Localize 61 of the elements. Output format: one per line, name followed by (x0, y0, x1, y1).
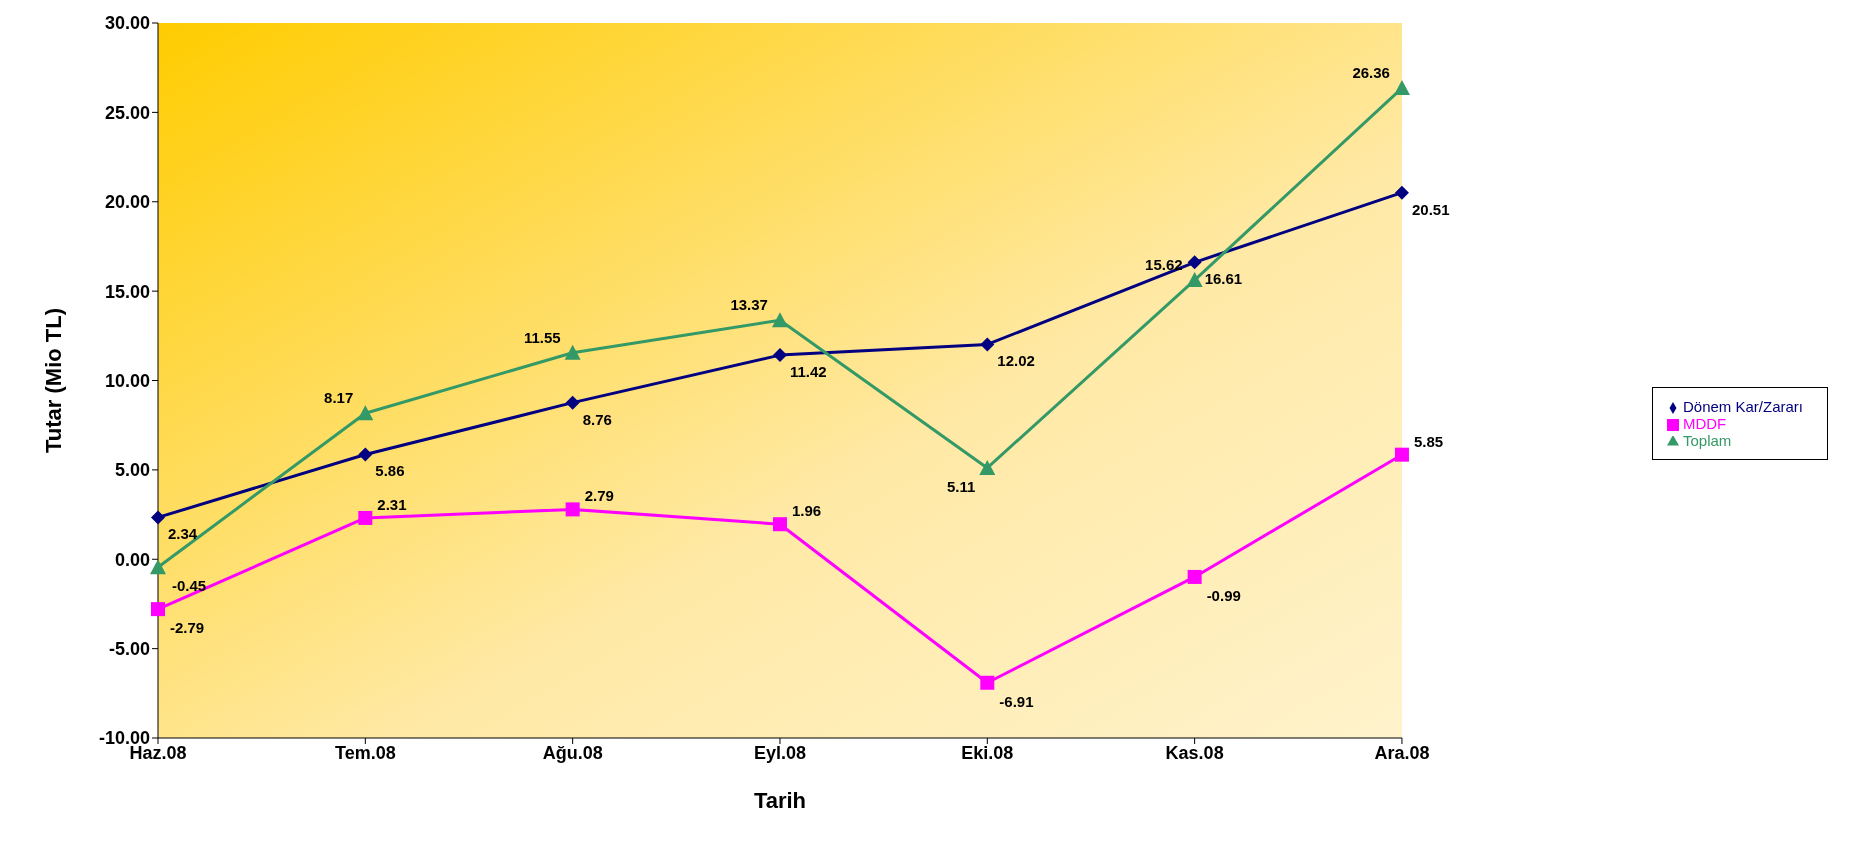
point (151, 510, 165, 525)
y-tick-label: 20.00 (104, 192, 150, 213)
point (1394, 185, 1409, 200)
data-label: 8.17 (324, 389, 354, 407)
point (358, 447, 373, 462)
x-tick-label: Tem.08 (334, 742, 396, 763)
point (1394, 447, 1409, 462)
data-label: 8.76 (582, 410, 612, 428)
y-axis-title: Tutar (Mio TL) (40, 308, 66, 453)
point (1187, 255, 1202, 270)
x-tick-label: Ağu.08 (542, 742, 603, 763)
point (357, 405, 374, 421)
y-tick-label: 15.00 (104, 281, 150, 302)
data-label: 5.85 (1413, 432, 1444, 450)
data-label: -0.45 (172, 577, 207, 595)
point (358, 510, 373, 525)
y-tick-label: 0.00 (114, 549, 150, 570)
data-label: -2.79 (170, 619, 205, 637)
x-axis-title: Tarih (753, 788, 807, 813)
legend-label: Toplam (1682, 431, 1732, 449)
point (150, 559, 166, 575)
point (564, 344, 581, 360)
data-label: 26.36 (1352, 64, 1390, 82)
x-tick-label: Ara.08 (1374, 742, 1430, 763)
point (565, 502, 580, 517)
point (1186, 272, 1203, 288)
point (1393, 80, 1410, 96)
data-label: 2.34 (168, 525, 198, 543)
data-label: 5.86 (375, 462, 405, 480)
data-label: 2.31 (377, 495, 407, 513)
point (772, 348, 787, 363)
data-label: 15.62 (1145, 256, 1183, 274)
y-tick-label: 25.00 (104, 102, 150, 123)
x-tick-label: Eyl.08 (753, 742, 806, 763)
point (979, 459, 996, 475)
legend-label: Dönem Kar/Zararı (1682, 397, 1803, 415)
point (1187, 569, 1202, 584)
x-tick-label: Kas.08 (1165, 742, 1224, 763)
point (151, 602, 165, 617)
data-label: 12.02 (997, 352, 1035, 370)
point (980, 675, 995, 690)
data-label: 11.55 (523, 328, 561, 346)
y-tick-label: 30.00 (104, 13, 150, 34)
y-tick-label: -5.00 (108, 639, 150, 660)
data-label: 5.11 (946, 477, 976, 495)
point (565, 395, 580, 410)
point (771, 312, 788, 328)
data-label: -0.99 (1206, 586, 1241, 604)
point (772, 517, 787, 532)
data-label: 13.37 (730, 296, 768, 314)
data-label: 2.79 (584, 487, 614, 505)
point (980, 337, 995, 352)
data-label: -6.91 (999, 692, 1034, 710)
y-tick-label: 10.00 (104, 370, 150, 391)
data-label: 20.51 (1411, 200, 1450, 218)
data-label: 11.42 (789, 363, 827, 381)
legend-label: MDDF (1682, 414, 1727, 432)
x-tick-label: Eki.08 (961, 742, 1014, 763)
y-tick-label: 5.00 (114, 460, 150, 481)
data-label: 16.61 (1204, 270, 1243, 288)
data-label: 1.96 (791, 502, 822, 520)
